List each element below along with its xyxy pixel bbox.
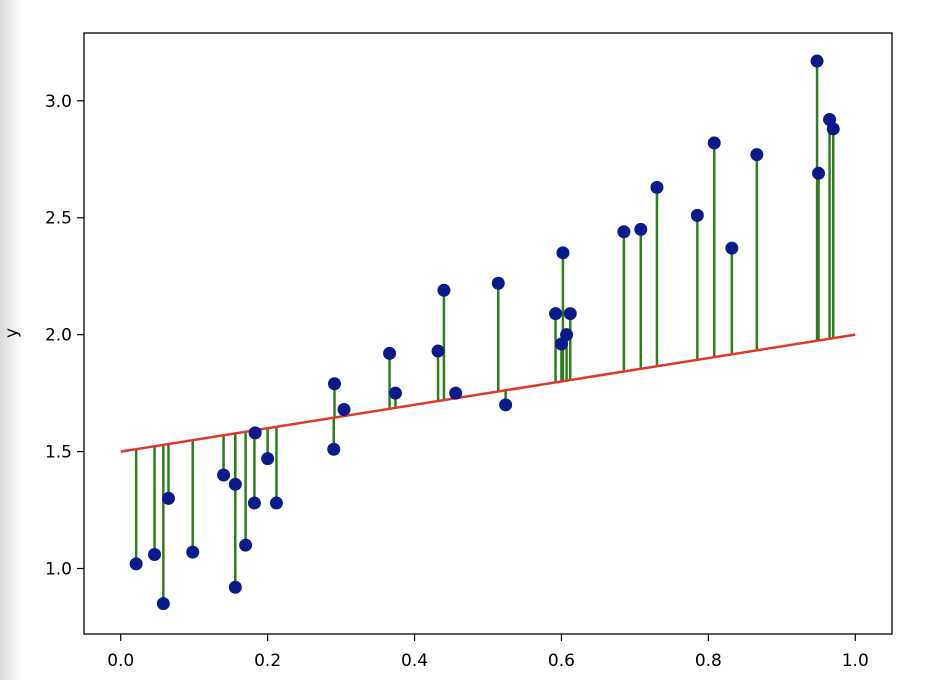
y-axis-label: y bbox=[2, 328, 22, 338]
data-point bbox=[217, 468, 231, 482]
data-point bbox=[617, 225, 631, 239]
x-tick-label: 0.4 bbox=[401, 651, 428, 671]
data-point bbox=[437, 283, 451, 297]
data-point bbox=[261, 452, 275, 466]
data-point bbox=[269, 496, 283, 510]
x-tick-label: 0.2 bbox=[254, 651, 281, 671]
data-point bbox=[690, 208, 704, 222]
y-ticks: 1.0 1.5 2.0 2.5 3.0 bbox=[45, 92, 84, 580]
data-point bbox=[156, 597, 170, 611]
fit-line bbox=[120, 333, 856, 453]
data-point bbox=[812, 166, 826, 180]
data-point bbox=[810, 54, 824, 68]
data-point bbox=[186, 545, 200, 559]
data-point bbox=[750, 148, 764, 162]
data-point bbox=[499, 398, 513, 412]
data-points bbox=[129, 54, 840, 611]
data-point bbox=[563, 307, 577, 321]
data-point bbox=[248, 426, 262, 440]
y-tick-label: 1.0 bbox=[45, 560, 72, 580]
data-point bbox=[239, 538, 253, 552]
x-tick-label: 1.0 bbox=[842, 651, 869, 671]
data-point bbox=[431, 344, 445, 358]
data-point bbox=[549, 307, 563, 321]
data-point bbox=[228, 580, 242, 594]
data-point bbox=[634, 222, 648, 236]
data-point bbox=[560, 328, 574, 342]
x-tick-label: 0.6 bbox=[548, 651, 575, 671]
y-tick-label: 2.0 bbox=[45, 326, 72, 346]
data-point bbox=[337, 403, 351, 417]
edge-shadow bbox=[0, 0, 22, 680]
data-point bbox=[327, 377, 341, 391]
y-tick-label: 1.5 bbox=[45, 443, 72, 463]
x-tick-label: 0.8 bbox=[695, 651, 722, 671]
data-point bbox=[556, 246, 570, 260]
data-point bbox=[148, 547, 162, 561]
data-point bbox=[383, 346, 397, 360]
data-point bbox=[228, 477, 242, 491]
data-point bbox=[327, 442, 341, 456]
plot-frame bbox=[83, 32, 893, 635]
data-point bbox=[161, 491, 175, 505]
data-point bbox=[707, 136, 721, 150]
data-point bbox=[449, 386, 463, 400]
y-tick-label: 3.0 bbox=[45, 92, 72, 112]
data-point bbox=[725, 241, 739, 255]
data-point bbox=[129, 557, 143, 571]
data-point bbox=[388, 386, 402, 400]
data-point bbox=[247, 496, 261, 510]
data-point bbox=[650, 180, 664, 194]
x-ticks: 0.0 0.2 0.4 0.6 0.8 1.0 bbox=[107, 634, 869, 671]
residual-lines bbox=[134, 61, 835, 604]
x-tick-label: 0.0 bbox=[107, 651, 134, 671]
data-point bbox=[491, 276, 505, 290]
y-tick-label: 2.5 bbox=[45, 209, 72, 229]
data-point bbox=[826, 122, 840, 136]
